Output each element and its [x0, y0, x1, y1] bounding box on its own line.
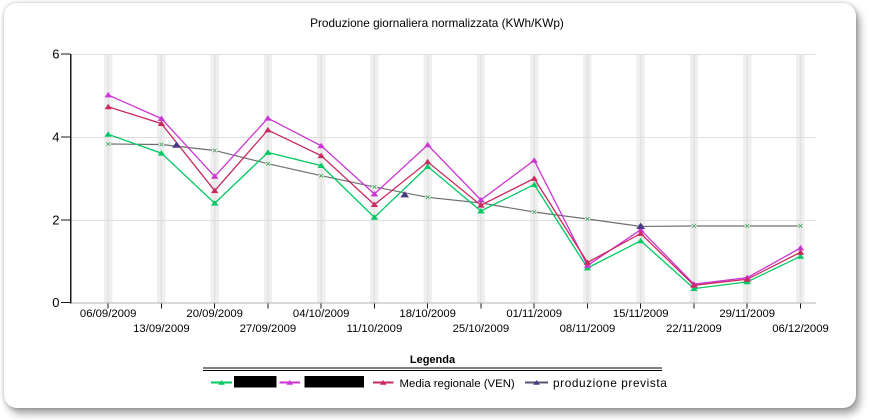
svg-text:27/09/2009: 27/09/2009 [240, 323, 297, 335]
svg-text:produzione prevista: produzione prevista [553, 376, 667, 390]
svg-text:2: 2 [52, 213, 59, 228]
svg-text:22/11/2009: 22/11/2009 [666, 323, 722, 335]
svg-text:06/12/2009: 06/12/2009 [772, 323, 829, 335]
svg-text:15/11/2009: 15/11/2009 [613, 308, 669, 320]
svg-text:6: 6 [52, 47, 59, 62]
svg-text:Media regionale (VEN): Media regionale (VEN) [400, 378, 515, 390]
svg-text:25/10/2009: 25/10/2009 [453, 323, 510, 335]
svg-text:08/11/2009: 08/11/2009 [560, 323, 616, 335]
svg-text:29/11/2009: 29/11/2009 [719, 308, 775, 320]
svg-text:4: 4 [52, 130, 59, 145]
svg-text:04/10/2009: 04/10/2009 [293, 308, 350, 320]
svg-text:18/10/2009: 18/10/2009 [399, 308, 456, 320]
svg-text:01/11/2009: 01/11/2009 [506, 308, 562, 320]
svg-text:20/09/2009: 20/09/2009 [186, 308, 243, 320]
svg-text:0: 0 [52, 295, 59, 310]
svg-text:11/10/2009: 11/10/2009 [347, 323, 403, 335]
svg-text:Legenda: Legenda [410, 354, 456, 366]
svg-text:Produzione giornaliera normali: Produzione giornaliera normalizzata (KWh… [310, 16, 564, 30]
svg-text:13/09/2009: 13/09/2009 [133, 323, 190, 335]
svg-text:06/09/2009: 06/09/2009 [80, 308, 137, 320]
